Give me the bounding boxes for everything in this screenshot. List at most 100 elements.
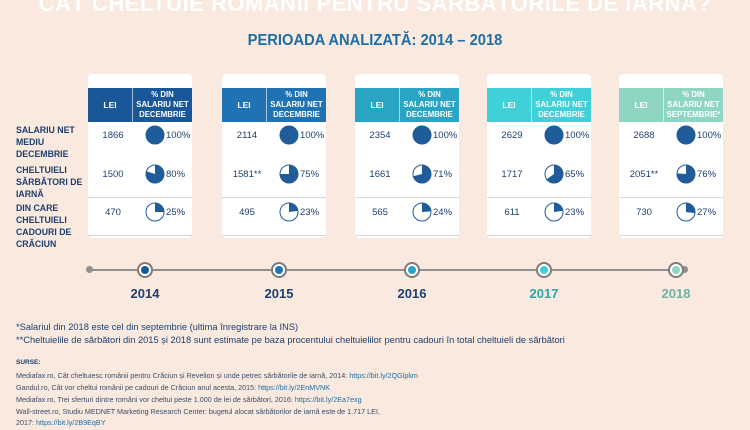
- lei-value: 470: [105, 206, 121, 218]
- row-label-gift-spending: DIN CARE CHELTUIELI CADOURI DE CRĂCIUN: [16, 203, 72, 250]
- pie-cell: [409, 116, 435, 154]
- timeline-dot: [271, 262, 287, 278]
- row-divider: [88, 235, 192, 236]
- timeline-dot: [137, 262, 153, 278]
- pie-slice: [677, 165, 696, 183]
- period-subtitle: PERIOADA ANALIZATĂ: 2014 – 2018: [247, 32, 503, 49]
- lei-value: 495: [239, 206, 255, 218]
- pie-cell: [276, 155, 302, 193]
- header-percent: % DIN SALARIU NET DECEMBRIE: [531, 88, 591, 122]
- pie-circle: [544, 125, 564, 145]
- header-lei: LEI: [103, 100, 117, 110]
- header-lei: LEI: [502, 100, 516, 110]
- lei-value: 2354: [369, 129, 391, 141]
- lei-value: 2629: [501, 129, 523, 141]
- source-link[interactable]: https://bit.ly/2QGlpkm: [349, 371, 418, 380]
- source-link[interactable]: https://bit.ly/2B9EqBY: [35, 418, 106, 427]
- card-header: LEI % DIN SALARIU NET DECEMBRIE: [487, 88, 591, 122]
- percent-value: 27%: [697, 206, 717, 218]
- timeline-dot: [404, 262, 420, 278]
- pie-circle: [279, 125, 299, 145]
- lei-value: 2051**: [629, 168, 659, 180]
- percent-pie: [145, 125, 165, 145]
- year-card: LEI % DIN SALARIU NET DECEMBRIE 2629 100% 17…: [487, 74, 591, 238]
- percent-pie: [676, 202, 696, 222]
- pie-cell: [673, 116, 699, 154]
- header-lei: LEI: [370, 100, 384, 110]
- lei-value: 611: [504, 206, 520, 218]
- pie-cell: [409, 193, 435, 231]
- source-text: Mediafax.ro, Cât cheltuiesc românii pent…: [16, 371, 350, 380]
- timeline-dot-inner: [141, 266, 149, 274]
- pie-cell: [142, 193, 168, 231]
- percent-value: 76%: [697, 168, 717, 180]
- percent-value: 23%: [565, 206, 585, 218]
- row-divider: [619, 235, 723, 236]
- year-label: 2017: [529, 286, 559, 301]
- percent-pie: [412, 164, 432, 184]
- lei-value: 1500: [102, 168, 124, 180]
- source-link[interactable]: https://bit.ly/2EnMVNK: [258, 383, 331, 392]
- pie-slice: [546, 165, 564, 183]
- header-percent: % DIN SALARIU NET DECEMBRIE: [266, 88, 326, 122]
- lei-value: 1581**: [232, 168, 262, 180]
- pie-slice: [289, 203, 298, 212]
- pie-cell: [541, 193, 567, 231]
- percent-pie: [145, 202, 165, 222]
- percent-value: 100%: [697, 129, 722, 141]
- source-text: Mediafax.ro, Trei sferturi dintre români…: [16, 395, 295, 404]
- pie-slice: [413, 165, 431, 183]
- header-percent: % DIN SALARIU NET DECEMBRIE: [399, 88, 459, 122]
- percent-value: 75%: [300, 168, 320, 180]
- source-text: 2017:: [16, 418, 36, 427]
- pie-circle: [412, 125, 432, 145]
- source-item: Gandul.ro, Cât vor cheltui românii pe ca…: [16, 383, 330, 392]
- percent-value: 100%: [166, 129, 191, 141]
- row-divider: [88, 197, 192, 198]
- percent-pie: [544, 164, 564, 184]
- percent-pie: [412, 125, 432, 145]
- lei-value: 565: [372, 206, 388, 218]
- pie-cell: [673, 155, 699, 193]
- footnote-estimated: **Cheltuielile de sărbători din 2015 și …: [16, 335, 565, 345]
- card-header: LEI % DIN SALARIU NET SEPTEMBRIE*: [619, 88, 723, 122]
- pie-cell: [541, 155, 567, 193]
- lei-value: 730: [636, 206, 652, 218]
- timeline-dot: [668, 262, 684, 278]
- pie-slice: [145, 165, 164, 183]
- pie-slice: [155, 203, 164, 212]
- source-text: Wall-street.ro, Studiu MEDNET Marketing …: [16, 407, 380, 416]
- percent-value: 80%: [166, 168, 186, 180]
- percent-pie: [676, 164, 696, 184]
- percent-pie: [676, 125, 696, 145]
- year-label: 2016: [397, 286, 427, 301]
- source-text: Gandul.ro, Cât vor cheltui românii pe ca…: [16, 383, 259, 392]
- lei-value: 2688: [633, 129, 655, 141]
- pie-cell: [673, 193, 699, 231]
- timeline-end-dot: [681, 266, 688, 273]
- year-label: 2015: [264, 286, 294, 301]
- source-item: Mediafax.ro, Trei sferturi dintre români…: [16, 395, 362, 404]
- timeline-dot-inner: [408, 266, 416, 274]
- pie-cell: [142, 116, 168, 154]
- lei-value: 1866: [102, 129, 124, 141]
- row-divider: [222, 197, 326, 198]
- row-divider: [355, 197, 459, 198]
- header-percent: % DIN SALARIU NET DECEMBRIE: [132, 88, 192, 122]
- percent-value: 100%: [433, 129, 458, 141]
- pie-slice: [280, 165, 298, 183]
- row-divider: [222, 235, 326, 236]
- card-header: LEI % DIN SALARIU NET DECEMBRIE: [88, 88, 192, 122]
- pie-cell: [541, 116, 567, 154]
- row-divider: [487, 197, 591, 198]
- header-percent: % DIN SALARIU NET SEPTEMBRIE*: [663, 88, 723, 122]
- source-item: Wall-street.ro, Studiu MEDNET Marketing …: [16, 407, 380, 416]
- pie-circle: [676, 125, 696, 145]
- percent-pie: [145, 164, 165, 184]
- pie-slice: [554, 203, 563, 212]
- source-link[interactable]: https://bit.ly/2Ea7exg: [294, 395, 362, 404]
- percent-pie: [279, 164, 299, 184]
- pie-cell: [409, 155, 435, 193]
- percent-value: 23%: [300, 206, 320, 218]
- year-card: LEI % DIN SALARIU NET DECEMBRIE 2354 100% 16…: [355, 74, 459, 238]
